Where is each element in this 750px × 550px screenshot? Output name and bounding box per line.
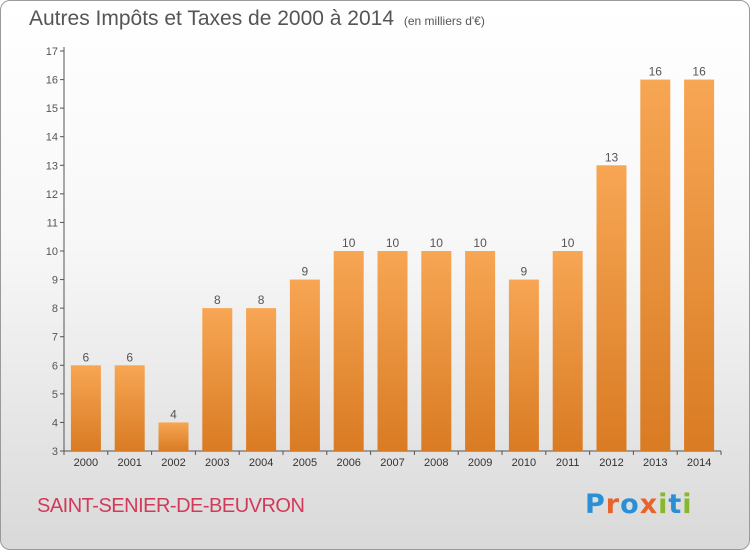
x-tick-label: 2000 (74, 457, 98, 469)
logo-letter: t (668, 489, 683, 520)
bar (552, 251, 583, 451)
bar-value-label: 9 (302, 265, 309, 279)
bar (246, 308, 277, 451)
x-tick-label: 2006 (336, 457, 360, 469)
bar-value-label: 10 (473, 236, 487, 250)
y-tick-label: 16 (46, 75, 58, 87)
x-tick-label: 2002 (161, 457, 185, 469)
y-tick-label: 5 (52, 389, 58, 401)
x-tick-label: 2010 (512, 457, 536, 469)
bar-value-label: 9 (521, 265, 528, 279)
proxiti-logo[interactable]: Proxiti (585, 489, 693, 520)
bar (70, 365, 101, 451)
x-tick-label: 2008 (424, 457, 448, 469)
x-tick-label: 2003 (205, 457, 229, 469)
y-tick-label: 17 (46, 46, 58, 58)
bar-value-label: 10 (386, 236, 400, 250)
bar (508, 279, 539, 451)
y-tick-label: 3 (52, 446, 58, 458)
y-tick-label: 11 (47, 217, 58, 229)
y-tick-label: 7 (52, 332, 58, 344)
bar (640, 79, 671, 452)
y-tick-label: 12 (46, 189, 58, 201)
logo-letter: P (585, 489, 606, 520)
bar-value-label: 8 (214, 293, 221, 307)
bar (421, 251, 452, 451)
logo-letter: i (658, 489, 669, 520)
proxiti-logo-letters: Proxiti (585, 489, 693, 520)
bar (158, 422, 189, 451)
commune-name: SAINT-SENIER-DE-BEUVRON (37, 495, 305, 517)
x-tick-label: 2007 (380, 457, 404, 469)
logo-letter: r (605, 489, 621, 520)
bar (202, 308, 233, 451)
y-tick-label: 10 (46, 246, 58, 258)
chart-title: Autres Impôts et Taxes de 2000 à 2014 (e… (29, 7, 485, 31)
bar (684, 79, 715, 452)
logo-letter: o (620, 489, 640, 520)
chart-title-text: Autres Impôts et Taxes de 2000 à 2014 (29, 7, 395, 30)
bar-value-label: 16 (692, 65, 706, 79)
y-tick-label: 9 (52, 275, 58, 287)
bar-value-label: 13 (605, 150, 619, 164)
bar-value-label: 4 (170, 407, 177, 421)
x-tick-label: 2001 (117, 457, 141, 469)
bar (377, 251, 408, 451)
bar (333, 251, 364, 451)
x-tick-label: 2013 (643, 457, 667, 469)
bar (465, 251, 496, 451)
bar-value-label: 6 (126, 350, 133, 364)
y-tick-label: 4 (52, 417, 58, 429)
bar (596, 165, 627, 452)
logo-letter: x (639, 489, 659, 520)
logo-letter: i (682, 489, 693, 520)
bar (114, 365, 145, 451)
y-tick-label: 13 (46, 160, 58, 172)
bar-value-label: 6 (83, 350, 90, 364)
bar-value-label: 10 (430, 236, 444, 250)
chart-unit: (en milliers d'€) (403, 14, 485, 28)
y-tick-label: 8 (52, 303, 58, 315)
x-tick-label: 2014 (687, 457, 711, 469)
bar-value-label: 10 (342, 236, 356, 250)
bar-value-label: 8 (258, 293, 265, 307)
x-tick-label: 2012 (599, 457, 623, 469)
y-tick-label: 15 (46, 103, 58, 115)
x-tick-label: 2009 (468, 457, 492, 469)
bar-value-label: 10 (561, 236, 575, 250)
x-tick-label: 2011 (556, 457, 580, 469)
y-tick-label: 6 (52, 360, 58, 372)
y-tick-label: 14 (46, 132, 58, 144)
x-tick-label: 2005 (293, 457, 317, 469)
bar (289, 279, 320, 451)
x-tick-label: 2004 (249, 457, 273, 469)
bar-value-label: 16 (649, 65, 663, 79)
